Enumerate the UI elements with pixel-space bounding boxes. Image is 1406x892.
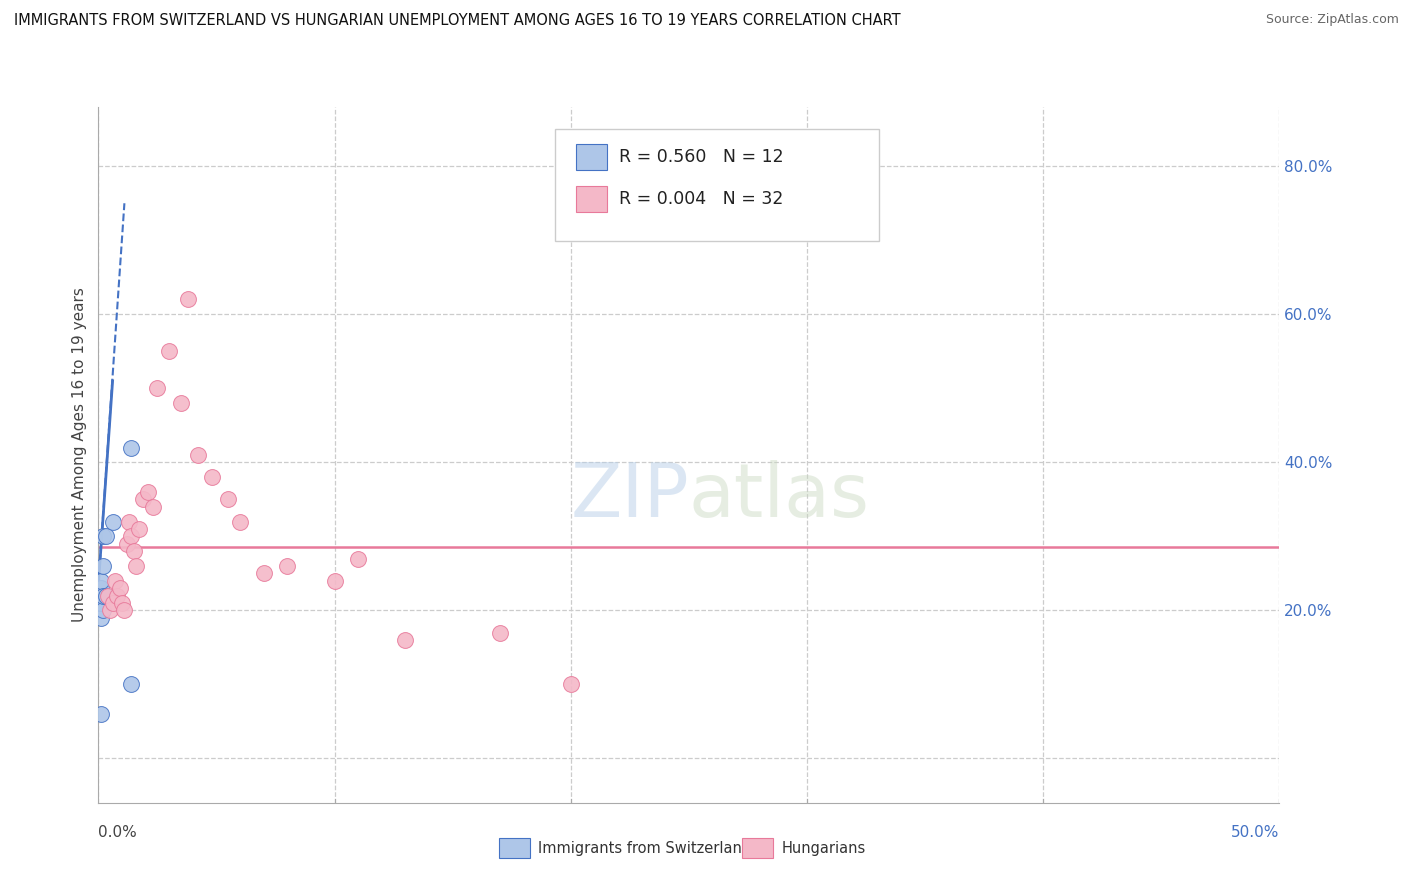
Point [108,581,131,595]
Point [90,596,112,610]
Point [170,396,193,410]
Point [132,492,155,507]
Point [90,611,112,625]
Point [489,625,512,640]
Point [560,677,582,691]
Point [347,551,370,566]
Point [394,632,416,647]
Point [111,596,134,610]
Y-axis label: Unemployment Among Ages 16 to 19 years: Unemployment Among Ages 16 to 19 years [72,287,87,623]
Point [157,344,180,359]
Text: R = 0.004   N = 32: R = 0.004 N = 32 [619,190,783,208]
Text: Source: ZipAtlas.com: Source: ZipAtlas.com [1265,13,1399,27]
Point [90,574,112,588]
Point [91,589,114,603]
Point [128,522,150,536]
Point [177,293,200,307]
Point [91,558,114,573]
Point [115,537,138,551]
Point [98,603,121,617]
Point [91,603,114,617]
Point [146,381,169,395]
Point [136,484,159,499]
Text: 0.0%: 0.0% [98,825,138,840]
Point [121,529,143,543]
Text: IMMIGRANTS FROM SWITZERLAND VS HUNGARIAN UNEMPLOYMENT AMONG AGES 16 TO 19 YEARS : IMMIGRANTS FROM SWITZERLAND VS HUNGARIAN… [14,13,901,29]
Point [91,529,114,543]
Text: ZIP: ZIP [571,460,689,533]
Point [97,589,120,603]
Point [253,566,276,581]
Point [121,677,143,691]
Point [112,603,135,617]
Text: Hungarians: Hungarians [782,841,866,855]
Point [121,441,143,455]
Point [118,515,141,529]
Point [276,558,298,573]
Point [217,492,239,507]
Point [94,529,117,543]
Point [101,596,124,610]
Point [105,589,128,603]
Point [94,589,117,603]
Point [101,515,124,529]
Point [201,470,224,484]
Point [90,706,112,721]
Point [125,558,148,573]
Point [104,574,127,588]
Point [229,515,252,529]
Text: Immigrants from Switzerland: Immigrants from Switzerland [538,841,752,855]
Text: 50.0%: 50.0% [1232,825,1279,840]
Point [187,448,209,462]
Text: R = 0.560   N = 12: R = 0.560 N = 12 [619,148,783,166]
Point [142,500,165,514]
Point [90,581,112,595]
Text: atlas: atlas [689,460,870,533]
Point [323,574,346,588]
Point [122,544,145,558]
